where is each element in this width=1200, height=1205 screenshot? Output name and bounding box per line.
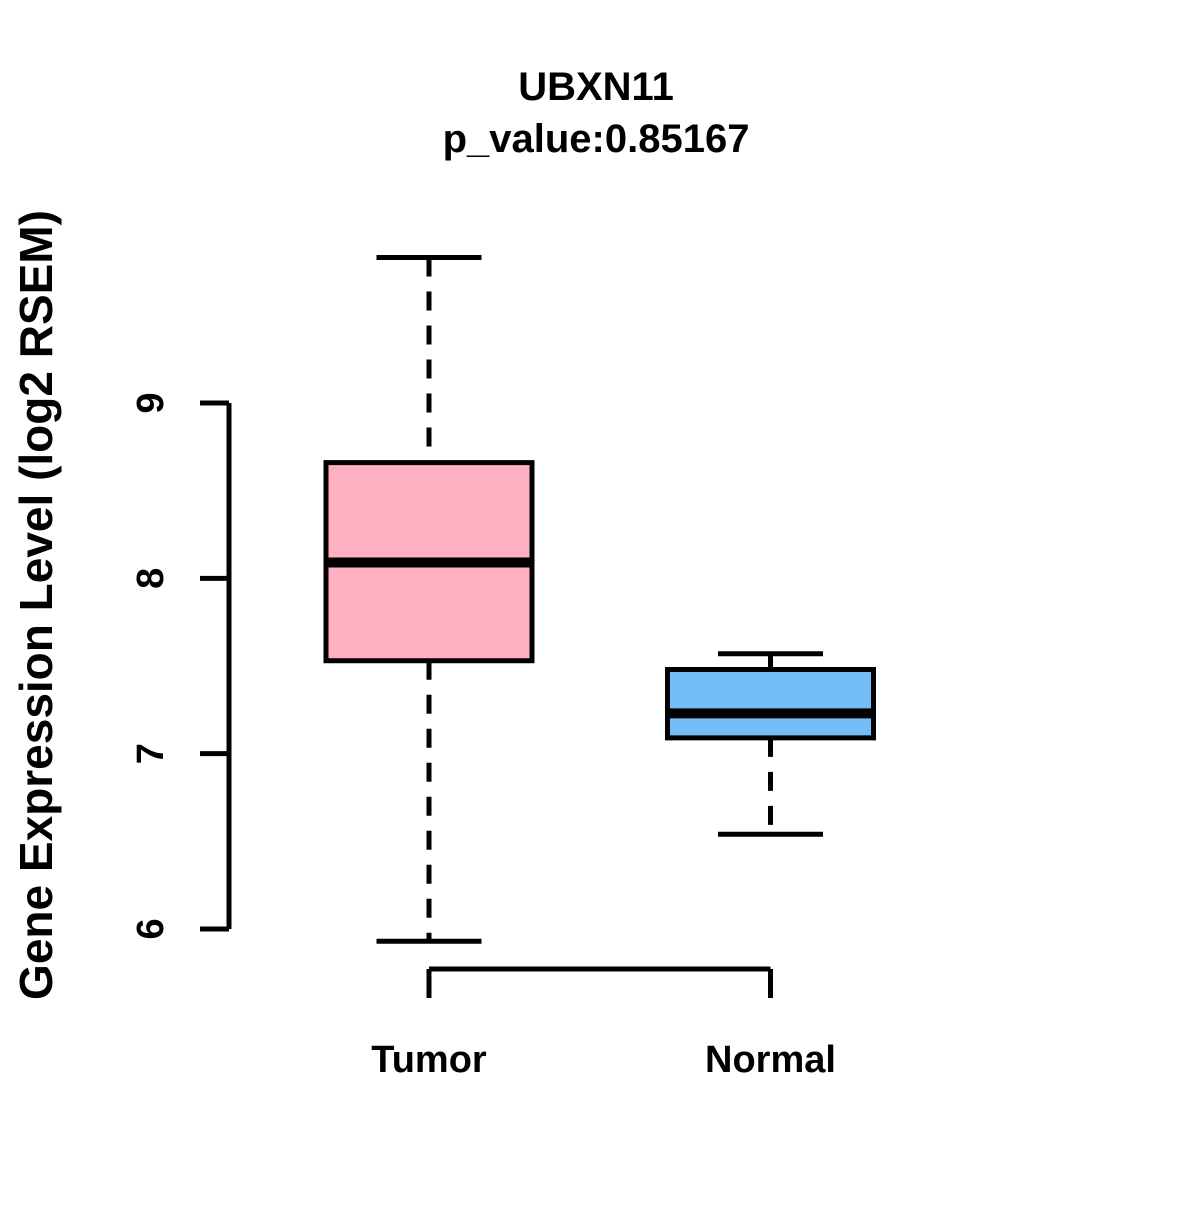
category-label-normal: Normal bbox=[705, 1039, 836, 1081]
y-tick-label-7: 7 bbox=[130, 743, 172, 764]
x-axis: Tumor Normal bbox=[371, 966, 836, 1081]
category-label-tumor: Tumor bbox=[371, 1039, 487, 1081]
chart-title: UBXN11 bbox=[518, 65, 674, 109]
y-axis-label: Gene Expression Level (log2 RSEM) bbox=[10, 210, 62, 1000]
y-tick-label-9: 9 bbox=[130, 392, 172, 413]
box-series bbox=[323, 254, 876, 944]
y-tick-label-6: 6 bbox=[130, 918, 172, 939]
normal-box bbox=[665, 667, 876, 741]
y-axis: 6 7 8 9 bbox=[130, 392, 232, 940]
chart-subtitle: p_value:0.85167 bbox=[443, 117, 750, 161]
y-tick-label-8: 8 bbox=[130, 568, 172, 589]
